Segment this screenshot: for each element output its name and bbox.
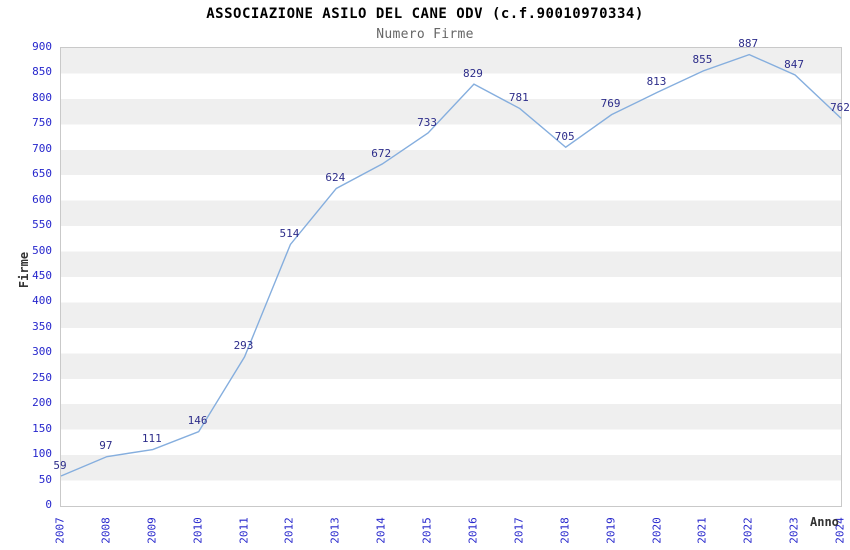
x-tick-label: 2021 [695, 517, 709, 544]
x-tick-label: 2015 [420, 517, 434, 544]
x-tick-label: 2020 [650, 517, 663, 544]
data-point-label: 146 [187, 414, 208, 428]
x-tick-label: 2008 [99, 517, 113, 544]
x-tick-label: 2012 [282, 517, 296, 544]
y-tick-label: 900 [32, 40, 52, 53]
y-tick-label: 800 [32, 90, 52, 104]
x-tick-label: 2023 [787, 517, 801, 544]
data-point-label: 59 [53, 458, 67, 472]
y-tick-label: 350 [32, 319, 52, 333]
y-tick-label: 700 [32, 141, 52, 155]
y-tick-label: 850 [32, 65, 52, 79]
data-point-label: 97 [99, 439, 113, 453]
y-tick-label: 200 [32, 396, 52, 410]
y-tick-label: 600 [32, 192, 52, 206]
x-tick-label: 2022 [741, 517, 755, 544]
data-point-label: 855 [692, 53, 713, 67]
data-point-label: 624 [325, 171, 346, 184]
y-axis-title: Firme [17, 251, 31, 289]
x-tick-label: 2009 [145, 517, 159, 544]
y-tick-label: 300 [32, 345, 52, 359]
x-tick-label: 2007 [53, 517, 67, 544]
data-point-label: 293 [233, 339, 254, 353]
y-tick-label: 750 [32, 116, 52, 130]
x-tick-label: 2018 [558, 517, 572, 544]
data-point-label: 829 [462, 66, 483, 80]
chart-subtitle: Numero Firme [376, 27, 474, 42]
data-point-label: 672 [371, 146, 392, 160]
y-tick-label: 150 [32, 421, 52, 435]
y-tick-label: 500 [32, 243, 52, 257]
x-tick-label: 2017 [512, 517, 526, 544]
y-tick-label: 0 [45, 498, 52, 511]
data-point-label: 733 [417, 115, 438, 129]
data-point-label: 813 [646, 74, 667, 88]
plot-area [60, 47, 842, 507]
data-point-label: 514 [279, 226, 300, 240]
data-point-label: 769 [600, 97, 621, 111]
data-point-label: 847 [784, 57, 805, 71]
x-tick-label: 2016 [466, 517, 480, 544]
x-tick-label: 2010 [191, 517, 205, 544]
chart-title: ASSOCIAZIONE ASILO DEL CANE ODV (c.f.900… [206, 6, 644, 22]
x-tick-label: 2019 [604, 517, 618, 544]
line-series-svg [60, 53, 842, 477]
y-tick-label: 650 [32, 167, 52, 181]
data-point-label: 887 [738, 37, 759, 51]
data-point-label: 111 [141, 432, 162, 445]
x-axis-title: Anno [810, 515, 839, 529]
y-tick-label: 250 [32, 370, 52, 384]
x-tick-label: 2013 [328, 517, 342, 544]
data-point-label: 705 [554, 129, 575, 143]
y-tick-label: 550 [32, 218, 52, 232]
x-tick-label: 2014 [374, 517, 388, 544]
y-tick-label: 100 [32, 447, 52, 461]
y-tick-label: 450 [32, 269, 52, 282]
y-tick-label: 50 [38, 472, 52, 486]
data-point-label: 762 [830, 100, 850, 114]
x-tick-label: 2011 [237, 517, 250, 544]
y-tick-label: 400 [32, 294, 52, 308]
data-point-label: 781 [508, 91, 529, 105]
series-line [60, 53, 842, 477]
